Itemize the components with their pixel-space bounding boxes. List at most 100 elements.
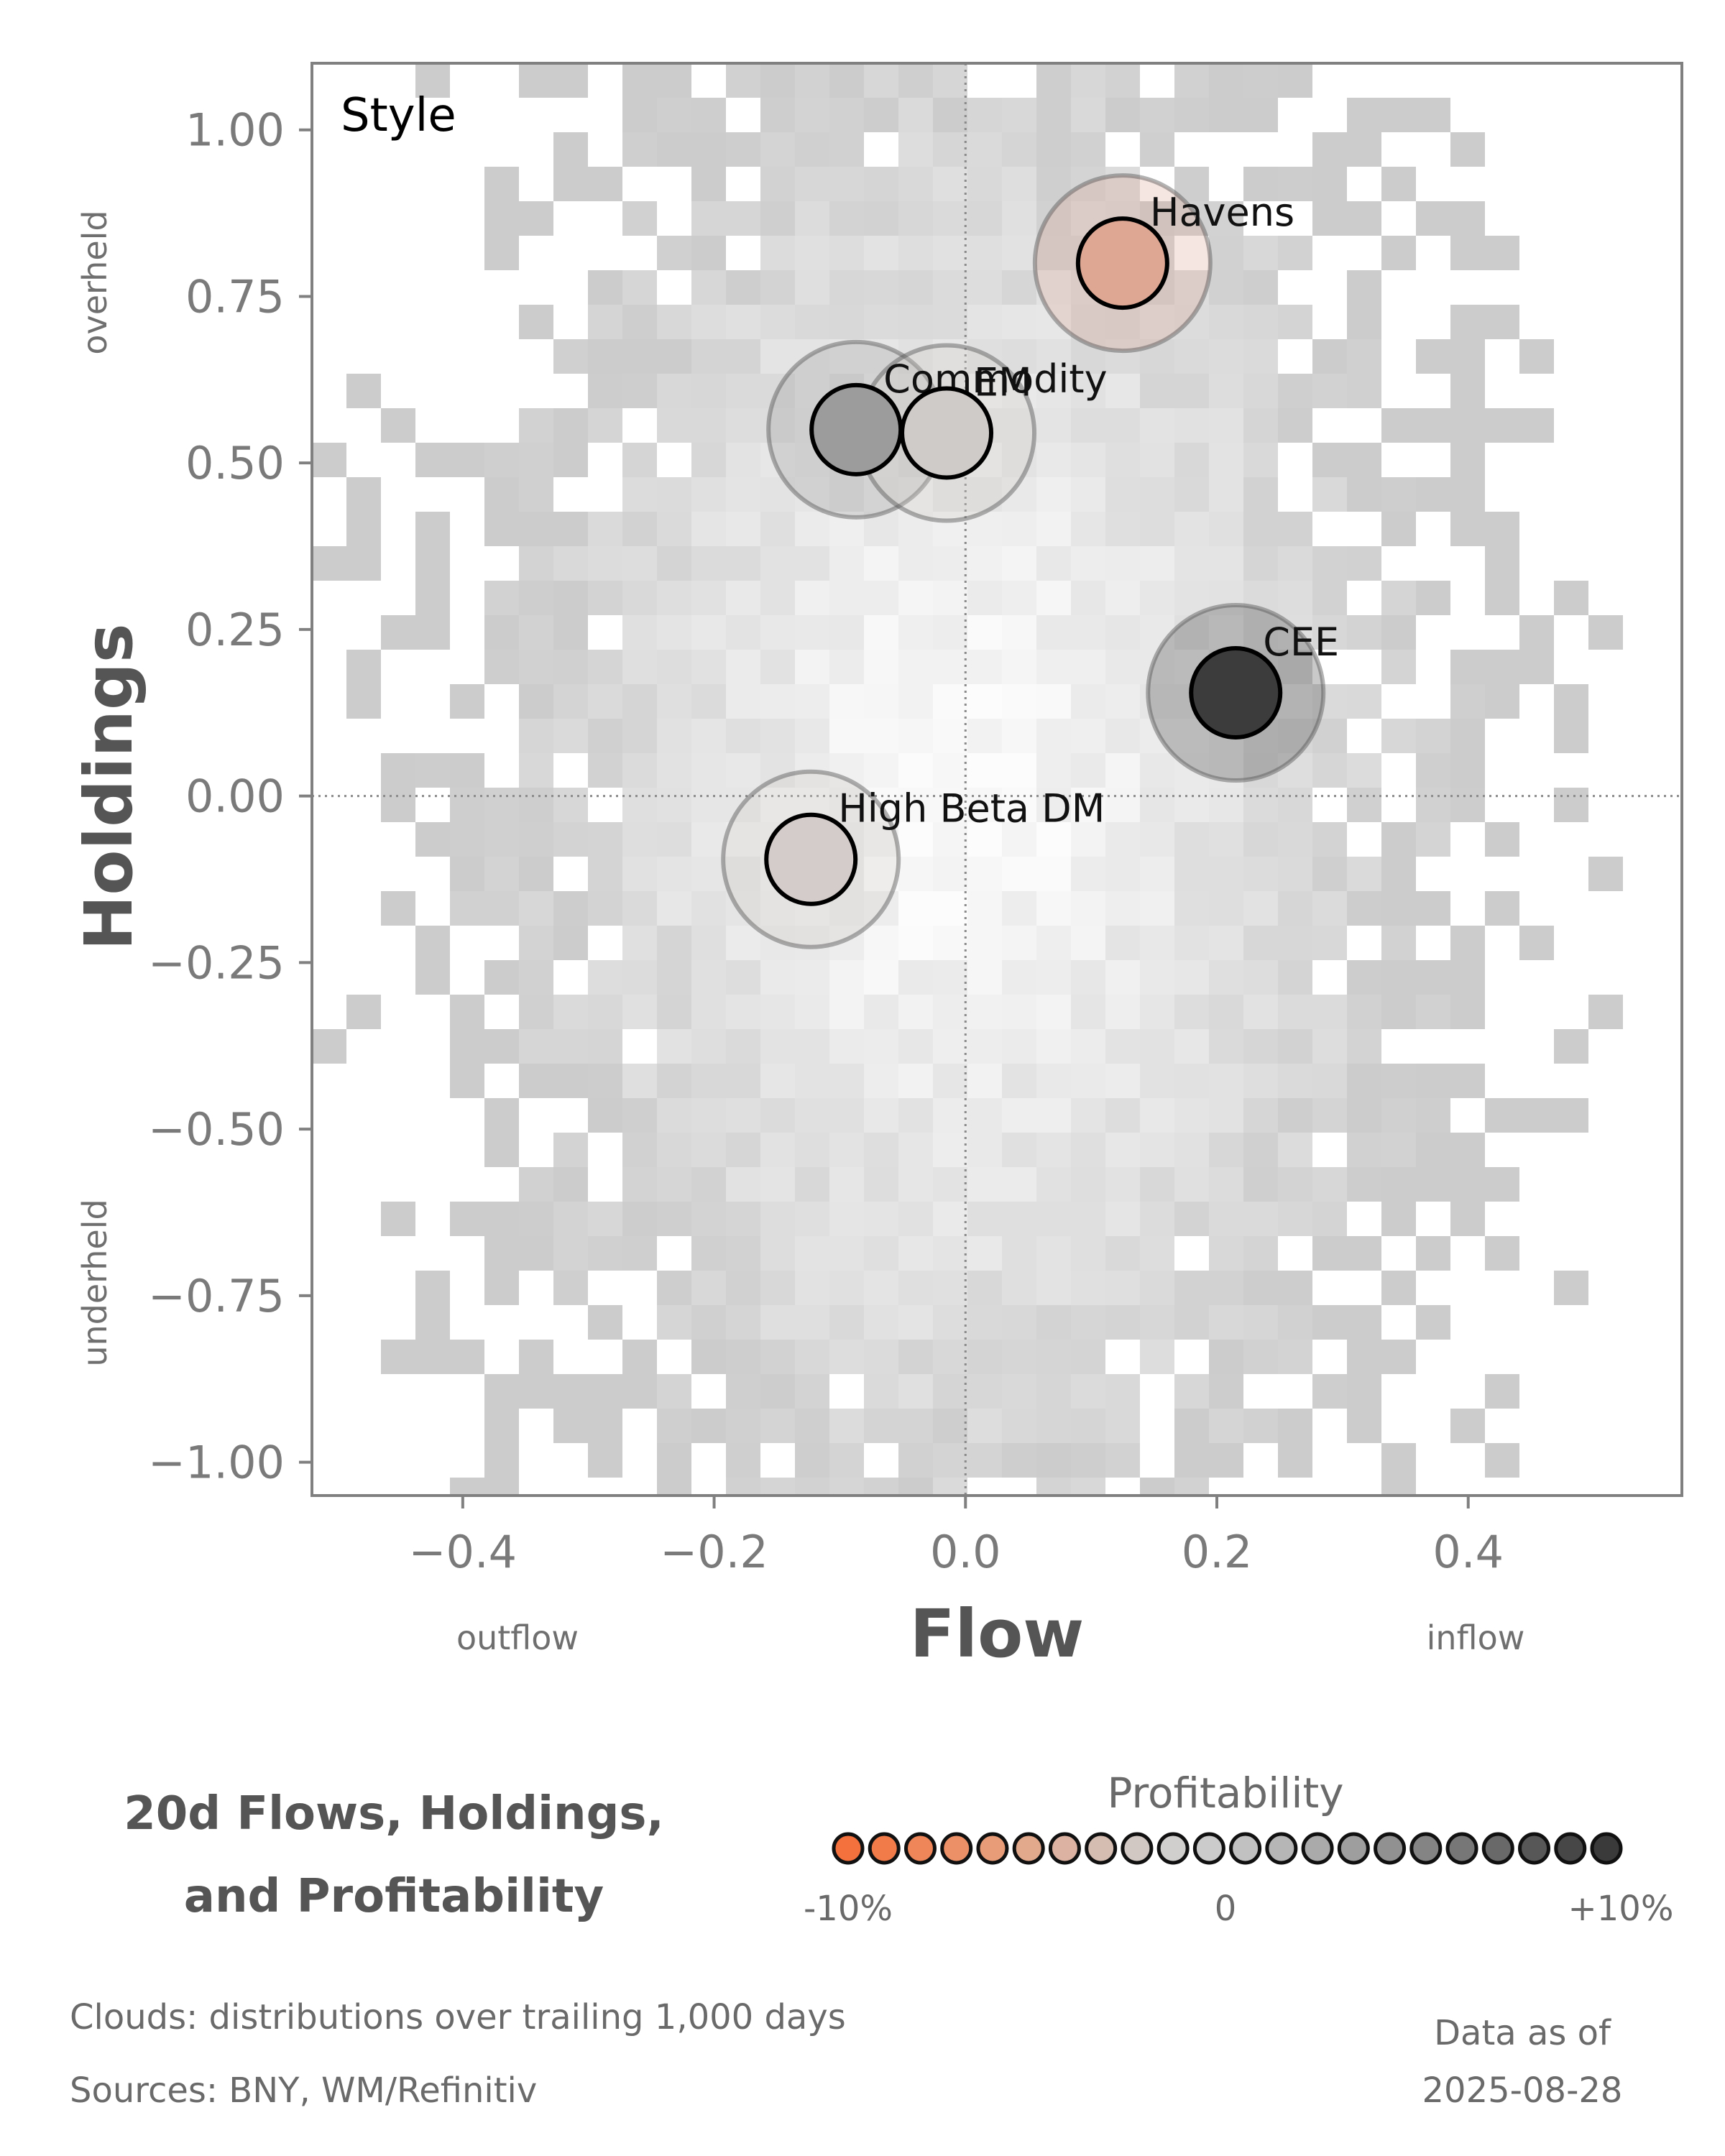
heatmap-cell <box>1002 1029 1036 1064</box>
heatmap-cell <box>1036 1305 1071 1340</box>
heatmap-cell <box>1347 477 1381 512</box>
heatmap-cell <box>553 684 588 719</box>
heatmap-cell <box>829 926 864 960</box>
heatmap-cell <box>1002 236 1036 270</box>
legend-max-label: +10% <box>1568 1889 1674 1929</box>
heatmap-cell <box>657 581 691 615</box>
heatmap-cell <box>898 1443 933 1478</box>
heatmap-cell <box>864 1236 898 1271</box>
heatmap-cell <box>1002 788 1036 822</box>
heatmap-cell <box>1036 1167 1071 1202</box>
heatmap-cell <box>726 1167 760 1202</box>
heatmap-cell <box>967 615 1002 650</box>
heatmap-cell <box>1036 753 1071 788</box>
heatmap-cell <box>1416 201 1450 236</box>
heatmap-cell <box>726 788 760 822</box>
heatmap-cell <box>864 960 898 995</box>
heatmap-cell <box>1278 1029 1312 1064</box>
heatmap-cell <box>1243 615 1278 650</box>
heatmap-cell <box>1140 1202 1174 1236</box>
heatmap-cell <box>760 684 795 719</box>
heatmap-cell <box>588 339 622 374</box>
heatmap-cell <box>1381 167 1416 201</box>
heatmap-cell <box>760 270 795 305</box>
heatmap-cell <box>795 581 829 615</box>
heatmap-cell <box>622 891 657 926</box>
heatmap-cell <box>967 719 1002 753</box>
heatmap-cell <box>1450 477 1485 512</box>
heatmap-cell <box>415 960 450 995</box>
heatmap-cell <box>588 1202 622 1236</box>
heatmap-cell <box>1312 443 1347 477</box>
heatmap-cell <box>795 305 829 339</box>
heatmap-cell <box>898 270 933 305</box>
heatmap-cell <box>864 1133 898 1167</box>
heatmap-cell <box>967 1271 1002 1305</box>
heatmap-cell <box>588 374 622 408</box>
heatmap-cell <box>1071 1305 1105 1340</box>
heatmap-cell <box>795 132 829 167</box>
heatmap-cell <box>1347 857 1381 891</box>
heatmap-cell <box>967 339 1002 374</box>
heatmap-cell <box>1485 581 1519 615</box>
heatmap-cell <box>1002 201 1036 236</box>
heatmap-cell <box>622 270 657 305</box>
y-tick-label: 1.00 <box>185 104 285 157</box>
heatmap-cell <box>1312 201 1347 236</box>
heatmap-cell <box>1071 581 1105 615</box>
heatmap-cell <box>864 98 898 132</box>
heatmap-cell <box>519 615 553 650</box>
heatmap-cell <box>760 650 795 684</box>
heatmap-cell <box>1105 822 1140 857</box>
heatmap-cell <box>933 1098 967 1133</box>
heatmap-cell <box>622 1340 657 1374</box>
heatmap-cell <box>519 1064 553 1098</box>
heatmap-cell <box>657 1374 691 1409</box>
heatmap-cell <box>588 1236 622 1271</box>
heatmap-cell <box>933 270 967 305</box>
heatmap-cell <box>553 1064 588 1098</box>
heatmap-cell <box>657 374 691 408</box>
heatmap-cell <box>1243 1202 1278 1236</box>
heatmap-cell <box>933 1340 967 1374</box>
heatmap-cell <box>864 719 898 753</box>
heatmap-cell <box>967 788 1002 822</box>
heatmap-cell <box>864 1305 898 1340</box>
heatmap-cell <box>1381 1443 1416 1478</box>
heatmap-cell <box>898 1478 933 1496</box>
heatmap-cell <box>1174 1409 1209 1443</box>
heatmap-cell <box>1485 546 1519 581</box>
heatmap-cell <box>553 926 588 960</box>
heatmap-cell <box>1071 684 1105 719</box>
heatmap-cell <box>519 581 553 615</box>
x-tick-label: 0.2 <box>1182 1526 1253 1578</box>
heatmap-cell <box>1243 374 1278 408</box>
heatmap-cell <box>1071 132 1105 167</box>
heatmap-cell <box>1002 98 1036 132</box>
heatmap-cell <box>1416 1236 1450 1271</box>
heatmap-cell <box>1036 1202 1071 1236</box>
heatmap-cell <box>1381 98 1416 132</box>
heatmap-cell <box>760 1029 795 1064</box>
heatmap-cell <box>691 1305 726 1340</box>
heatmap-cell <box>484 822 519 857</box>
heatmap-cell <box>691 753 726 788</box>
heatmap-cell <box>760 546 795 581</box>
heatmap-cell <box>1554 1271 1588 1305</box>
heatmap-cell <box>898 1098 933 1133</box>
heatmap-cell <box>1140 132 1174 167</box>
heatmap-cell <box>553 408 588 443</box>
heatmap-cell <box>1381 1478 1416 1496</box>
heatmap-cell <box>1450 201 1485 236</box>
legend-title: Profitability <box>1107 1769 1343 1818</box>
heatmap-cell <box>415 581 450 615</box>
heatmap-cell <box>1416 753 1450 788</box>
heatmap-cell <box>519 960 553 995</box>
heatmap-cell <box>933 1409 967 1443</box>
heatmap-cell <box>829 270 864 305</box>
heatmap-cell <box>967 1064 1002 1098</box>
heatmap-cell <box>933 236 967 270</box>
heatmap-cell <box>484 477 519 512</box>
heatmap-cell <box>1416 719 1450 753</box>
heatmap-cell <box>1036 512 1071 546</box>
